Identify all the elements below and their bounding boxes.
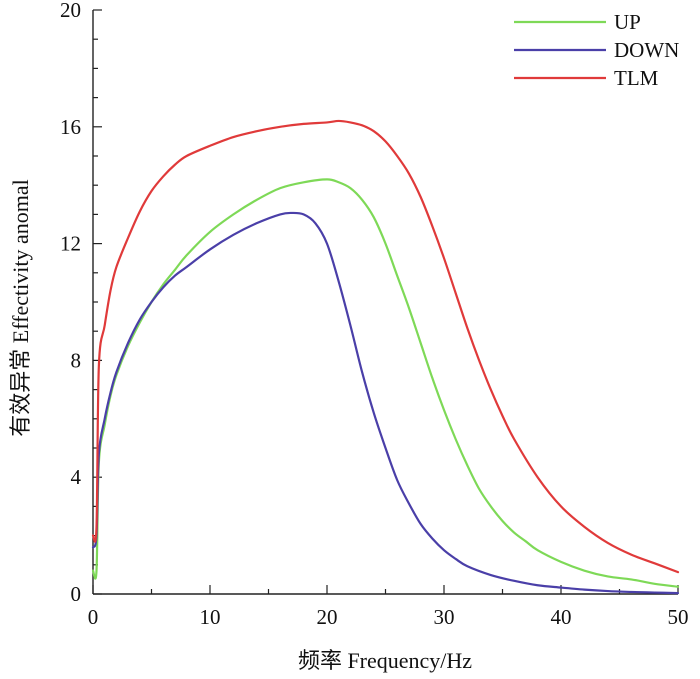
legend: UP DOWN TLM [514,10,679,90]
legend-label-up: UP [614,10,641,34]
y-tick-label: 16 [60,115,81,139]
x-tick-label: 20 [317,605,338,629]
y-tick-label: 0 [71,582,82,606]
x-tick-label: 40 [551,605,572,629]
legend-label-tlm: TLM [614,66,659,90]
x-tick-label: 50 [668,605,689,629]
series-line-tlm [91,119,680,574]
x-tick-label: 0 [88,605,99,629]
series-line-down [91,211,680,595]
axes: 0 10 20 30 40 50 0 4 8 12 16 20 [60,0,689,629]
series-line-up [91,178,680,588]
y-tick-label: 8 [71,348,82,372]
x-tick-label: 30 [434,605,455,629]
y-tick-label: 4 [71,465,82,489]
x-axis-title: 频率 Frequency/Hz [298,648,472,673]
x-tick-label: 10 [200,605,221,629]
y-tick-label: 20 [60,0,81,22]
legend-label-down: DOWN [614,38,679,62]
y-tick-label: 12 [60,232,81,256]
y-axis-title: 有效异常 Effectivity anomal [8,179,33,436]
series-layer [91,119,680,595]
